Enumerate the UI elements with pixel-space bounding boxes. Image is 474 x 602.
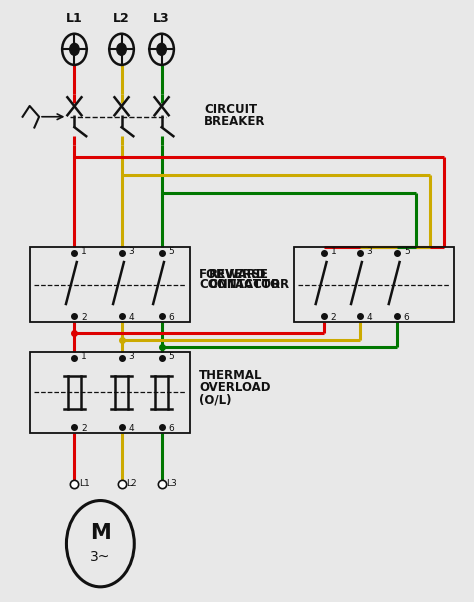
Text: 5: 5 xyxy=(168,352,174,361)
Text: THERMAL: THERMAL xyxy=(199,370,263,382)
Bar xyxy=(293,247,454,322)
Text: 3: 3 xyxy=(366,247,372,256)
Text: BREAKER: BREAKER xyxy=(204,115,265,128)
Text: 4: 4 xyxy=(128,312,134,321)
Text: 6: 6 xyxy=(404,312,410,321)
Text: 1: 1 xyxy=(81,352,87,361)
Text: L1: L1 xyxy=(79,479,90,488)
Text: 2: 2 xyxy=(331,312,337,321)
Text: OVERLOAD: OVERLOAD xyxy=(199,382,271,394)
Bar xyxy=(30,352,190,433)
Text: 6: 6 xyxy=(168,312,174,321)
Text: 5: 5 xyxy=(168,247,174,256)
Text: 1: 1 xyxy=(331,247,337,256)
Text: 1: 1 xyxy=(81,247,87,256)
Circle shape xyxy=(70,43,79,55)
Text: 4: 4 xyxy=(128,424,134,432)
Text: 3~: 3~ xyxy=(90,550,110,564)
Text: 3: 3 xyxy=(128,247,134,256)
Text: L3: L3 xyxy=(166,479,177,488)
Text: 4: 4 xyxy=(366,312,372,321)
Text: M: M xyxy=(90,523,111,543)
Text: CONTACTOR: CONTACTOR xyxy=(209,278,290,291)
Text: 2: 2 xyxy=(81,312,87,321)
Circle shape xyxy=(117,43,126,55)
Text: L1: L1 xyxy=(66,13,83,25)
Text: CONTACTOR: CONTACTOR xyxy=(199,278,281,291)
Text: L3: L3 xyxy=(153,13,170,25)
Text: (O/L): (O/L) xyxy=(199,393,232,406)
Text: 6: 6 xyxy=(168,424,174,432)
Text: CIRCUIT: CIRCUIT xyxy=(204,103,257,116)
Text: FORWARD: FORWARD xyxy=(199,267,267,281)
Text: 3: 3 xyxy=(128,352,134,361)
Text: L2: L2 xyxy=(126,479,137,488)
Text: REVERSE: REVERSE xyxy=(209,267,269,281)
Text: L2: L2 xyxy=(113,13,130,25)
Text: 2: 2 xyxy=(81,424,87,432)
Bar xyxy=(30,247,190,322)
Circle shape xyxy=(157,43,166,55)
Text: 5: 5 xyxy=(404,247,410,256)
